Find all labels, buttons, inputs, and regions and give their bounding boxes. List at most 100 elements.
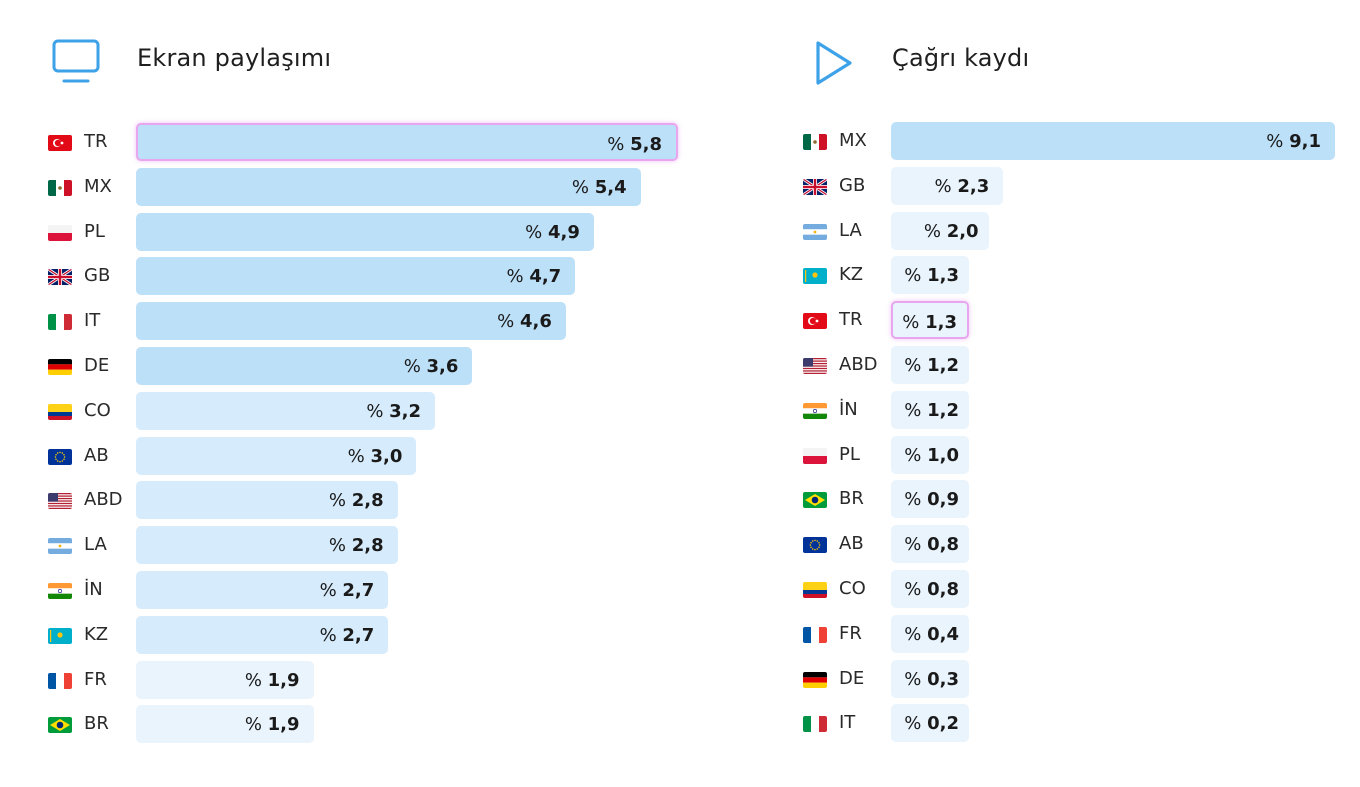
tick-label: LA: [839, 219, 862, 241]
bar: % 2,3: [891, 166, 1004, 205]
bar: % 4,7: [136, 257, 576, 296]
tick-label: İN: [839, 398, 858, 420]
bar-row: IT % 0,2: [756, 704, 1360, 743]
tick-label: PL: [84, 220, 105, 242]
flag-mx-icon: [48, 179, 72, 196]
tick-label: İN: [84, 579, 103, 600]
flag-tr-icon: [48, 135, 72, 151]
data-label: % 4,6: [497, 311, 552, 333]
flag-us-icon: [803, 358, 827, 374]
tick-label: IT: [839, 712, 856, 734]
data-label: % 2,7: [319, 580, 375, 601]
bar: % 9,1: [891, 122, 1335, 160]
bar: % 0,9: [891, 480, 969, 519]
bar-row: PL % 4,9: [0, 212, 700, 251]
bar: % 1,2: [891, 390, 969, 429]
data-label: % 0,3: [904, 668, 959, 690]
bar-row: IT % 4,6: [0, 302, 700, 341]
flag-tr-icon: [803, 313, 827, 330]
flag-fr-icon: [48, 672, 72, 689]
bar: % 2,7: [136, 571, 389, 609]
data-label: % 1,0: [904, 444, 959, 466]
tick-label: PL: [839, 443, 860, 465]
flag-de-icon: [803, 671, 827, 688]
flag-de-icon: [48, 359, 72, 375]
bar-row: KZ % 2,7: [0, 615, 700, 654]
flag-fr-icon: [803, 626, 827, 643]
bar-row: TR % 5,8: [0, 123, 700, 161]
bar: % 1,9: [136, 660, 314, 699]
chart-title: Ekran paylaşımı: [137, 44, 332, 72]
data-label: % 3,6: [403, 356, 459, 377]
tick-label: ABD: [839, 354, 878, 375]
bar: % 2,8: [136, 526, 398, 565]
data-label: % 2,3: [934, 175, 990, 197]
tick-label: CO: [839, 578, 866, 599]
chart-title: Çağrı kaydı: [892, 44, 1030, 72]
bar-row: MX % 9,1: [756, 122, 1360, 160]
flag-in-icon: [48, 583, 72, 599]
tick-label: DE: [839, 667, 865, 689]
tick-label: TR: [839, 309, 863, 331]
data-label: % 2,7: [319, 624, 375, 646]
tick-label: CO: [84, 399, 111, 421]
data-label: % 3,2: [366, 400, 422, 422]
bar-row: DE % 0,3: [756, 659, 1360, 698]
tick-label: BR: [84, 713, 109, 735]
bar: % 2,0: [891, 211, 989, 250]
flag-kz-icon: [803, 268, 827, 285]
tick-label: GB: [84, 265, 111, 287]
data-label: % 4,9: [525, 221, 580, 243]
bar: % 1,9: [136, 705, 314, 744]
tick-label: IT: [84, 310, 101, 332]
bar-row: AB % 0,8: [756, 525, 1360, 564]
bar: % 0,4: [891, 614, 969, 653]
data-label: % 0,8: [904, 534, 959, 556]
tick-label: FR: [84, 668, 107, 690]
bar: % 1,0: [891, 435, 969, 474]
bar-row: BR % 1,9: [0, 705, 700, 744]
data-label: % 4,7: [506, 266, 562, 288]
data-label: % 3,0: [347, 445, 403, 467]
bar: % 0,2: [891, 704, 969, 743]
flag-it-icon: [48, 314, 72, 331]
flag-pl-icon: [803, 447, 827, 464]
bar: % 3,0: [136, 436, 417, 475]
tick-label: AB: [84, 444, 109, 466]
bar-row: FR % 0,4: [756, 614, 1360, 653]
bar-row: LA % 2,0: [756, 211, 1360, 250]
tick-label: AB: [839, 533, 864, 555]
bar-row: PL % 1,0: [756, 435, 1360, 474]
data-label: % 1,2: [904, 355, 959, 376]
flag-kz-icon: [48, 627, 72, 644]
monitor-icon: [52, 38, 100, 88]
bar: % 2,8: [136, 481, 398, 520]
tick-label: TR: [84, 131, 108, 152]
bar: % 4,6: [136, 302, 566, 341]
flag-gb-icon: [803, 178, 827, 195]
tick-label: BR: [839, 488, 864, 510]
data-label: % 0,9: [904, 489, 959, 511]
bar-row: CO % 0,8: [756, 570, 1360, 608]
bar-row: FR % 1,9: [0, 660, 700, 699]
flag-eu-icon: [803, 537, 827, 554]
tick-label: KZ: [839, 264, 864, 286]
tick-label: MX: [84, 175, 112, 197]
bar-row: CO % 3,2: [0, 391, 700, 430]
bar: % 0,3: [891, 659, 969, 698]
flag-pl-icon: [48, 224, 72, 241]
tick-label: GB: [839, 174, 866, 196]
bar-row: MX % 5,4: [0, 167, 700, 206]
data-label: % 1,9: [244, 714, 300, 736]
bar: % 1,2: [891, 346, 969, 384]
play-icon: [812, 38, 856, 92]
bar: % 5,4: [136, 167, 641, 206]
data-label: % 5,4: [571, 176, 627, 198]
bar: % 0,8: [891, 570, 969, 608]
bar: % 1,3: [891, 256, 969, 295]
data-label: % 2,8: [328, 490, 384, 512]
flag-in-icon: [803, 402, 827, 419]
bar: % 3,6: [136, 347, 473, 385]
data-label: % 0,2: [904, 713, 959, 735]
data-label: % 0,8: [904, 579, 959, 600]
